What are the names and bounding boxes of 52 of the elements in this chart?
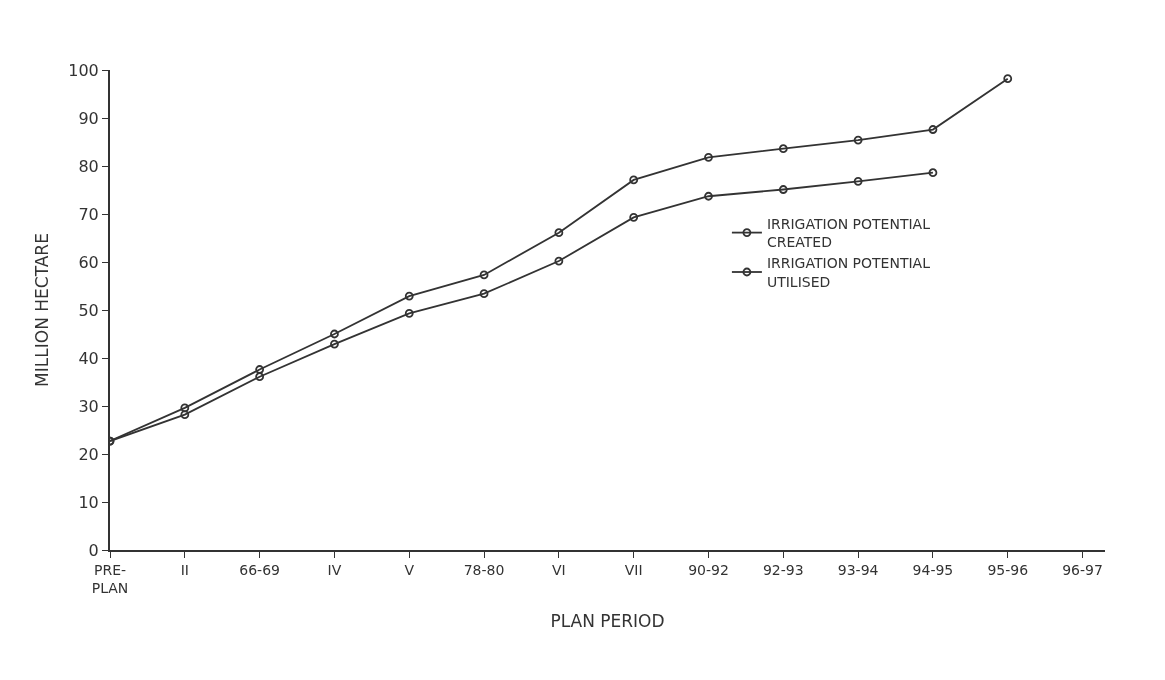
y-tick-label: 90 bbox=[78, 108, 99, 128]
y-axis-title: MILLION HECTARE bbox=[32, 233, 53, 387]
x-tick-label: 78-80 bbox=[463, 561, 505, 578]
point bbox=[554, 228, 564, 238]
y-tick-label: 20 bbox=[78, 444, 99, 464]
y-tick-label: 0 bbox=[88, 540, 99, 560]
point bbox=[704, 191, 713, 201]
y-tick-label: 100 bbox=[68, 60, 99, 80]
x-tick-label: 92-93 bbox=[762, 561, 804, 578]
point bbox=[330, 339, 339, 349]
point bbox=[928, 125, 938, 134]
point bbox=[479, 289, 489, 299]
legend-label: IRRIGATION POTENTIAL CREATED bbox=[766, 215, 931, 251]
x-tick-label: VI bbox=[552, 561, 566, 578]
x-axis-title: PLAN PERIOD bbox=[550, 610, 665, 631]
x-tick-label: VII bbox=[624, 561, 643, 578]
x-tick-label: V bbox=[404, 561, 415, 578]
x-tick-label: 66-69 bbox=[239, 561, 280, 578]
point bbox=[330, 329, 339, 339]
y-tick-label: 60 bbox=[78, 252, 99, 272]
x-tick-label: 94-95 bbox=[912, 561, 954, 578]
point bbox=[629, 212, 639, 222]
point bbox=[404, 291, 414, 301]
point bbox=[778, 185, 788, 194]
point bbox=[404, 308, 414, 318]
point bbox=[778, 144, 788, 154]
point bbox=[479, 270, 489, 280]
x-tick-label: 95-96 bbox=[987, 561, 1029, 578]
x-tick-label: PRE- PLAN bbox=[91, 561, 129, 596]
point bbox=[629, 175, 639, 185]
x-tick-label: IV bbox=[327, 561, 342, 578]
point bbox=[255, 365, 265, 374]
point bbox=[255, 372, 265, 382]
x-tick-label: 96-97 bbox=[1062, 561, 1103, 578]
y-tick-label: 30 bbox=[78, 396, 99, 416]
point bbox=[853, 135, 863, 145]
y-tick-label: 50 bbox=[78, 300, 99, 320]
y-tick-label: 10 bbox=[78, 492, 99, 512]
x-tick-label: 90-92 bbox=[688, 561, 729, 578]
point bbox=[704, 152, 713, 162]
point bbox=[1003, 74, 1013, 84]
point bbox=[180, 403, 190, 413]
legend-label: IRRIGATION POTENTIAL UTILISED bbox=[766, 255, 931, 290]
y-tick-label: 40 bbox=[78, 348, 99, 368]
y-tick-label: 80 bbox=[78, 156, 99, 176]
point bbox=[180, 410, 190, 420]
x-tick-label: II bbox=[180, 561, 189, 578]
x-tick-label: 93-94 bbox=[837, 561, 879, 578]
point bbox=[853, 176, 863, 186]
point bbox=[554, 256, 564, 266]
y-tick-label: 70 bbox=[78, 204, 99, 224]
point bbox=[928, 168, 938, 178]
